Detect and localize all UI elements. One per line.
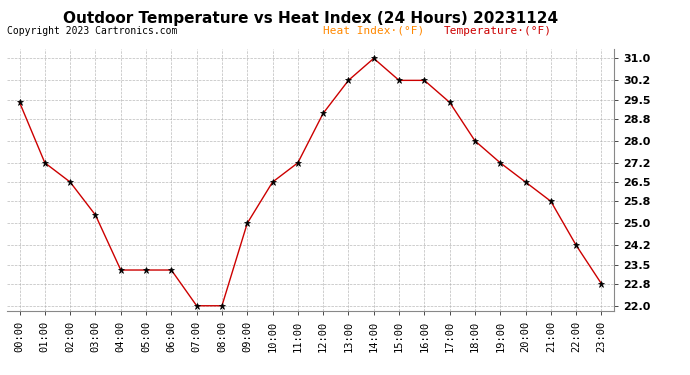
- Text: Heat Index·(°F): Heat Index·(°F): [323, 26, 424, 36]
- Text: Outdoor Temperature vs Heat Index (24 Hours) 20231124: Outdoor Temperature vs Heat Index (24 Ho…: [63, 11, 558, 26]
- Text: Temperature·(°F): Temperature·(°F): [444, 26, 552, 36]
- Text: Copyright 2023 Cartronics.com: Copyright 2023 Cartronics.com: [7, 26, 177, 36]
